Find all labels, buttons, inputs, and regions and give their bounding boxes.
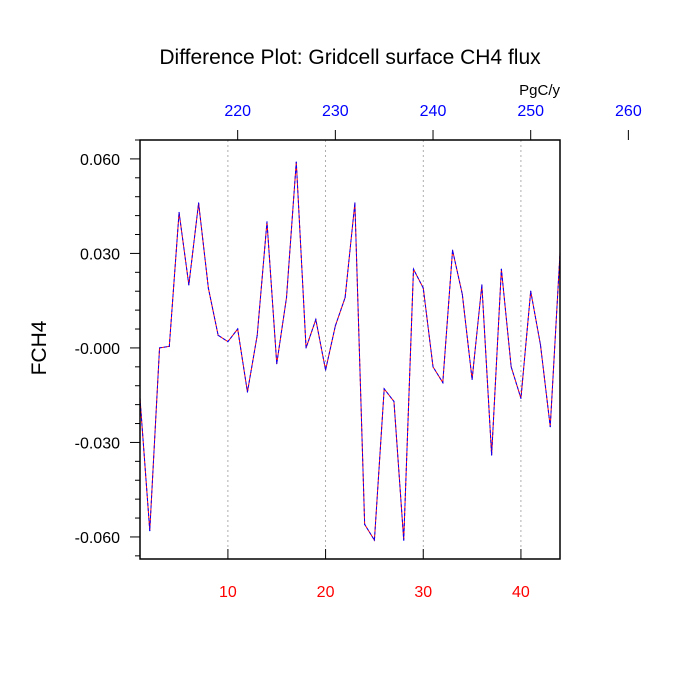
data-point-11 [237,328,239,330]
x-tick-label-10: 10 [219,584,237,601]
top-tick-label-220: 220 [224,103,251,120]
chart-title: Difference Plot: Gridcell surface CH4 fl… [159,46,541,69]
data-point-9 [217,334,219,336]
y-tick-label--0.030: -0.030 [75,435,120,452]
data-point-33 [451,249,454,251]
data-point-8 [207,287,209,289]
data-point-5 [178,211,180,214]
top-tick-label-230: 230 [322,103,349,120]
y-tick-label--0.000: -0.000 [75,341,120,358]
data-point-22 [344,296,346,299]
ticks [130,130,629,559]
data-point-37 [491,454,493,456]
data-point-21 [334,325,336,327]
data-point-15 [276,363,278,365]
data-point-35 [471,378,473,381]
plot-frame [139,139,561,560]
data-point-23 [354,202,356,204]
data-point-39 [510,366,512,368]
data-point-7 [198,202,200,204]
data-point-28 [403,539,405,541]
series-layer [139,161,561,542]
data-point-40 [520,397,522,399]
data-point-18 [305,347,307,349]
y-tick-label--0.060: -0.060 [75,530,120,547]
data-point-27 [393,400,395,403]
data-point-12 [246,391,249,393]
data-point-10 [227,341,229,343]
data-point-43 [549,426,551,428]
top-tick-label-260: 260 [615,103,642,120]
data-point-16 [285,296,288,299]
data-point-25 [373,539,376,541]
data-point-17 [295,161,297,163]
y-axis-label: FCH4 [28,320,51,375]
data-point-20 [324,369,327,371]
data-point-36 [481,284,483,286]
data-point-29 [412,268,415,270]
y-tick-label-0.030: 0.030 [80,246,120,263]
data-point-13 [256,334,258,336]
top-tick-label-250: 250 [517,103,544,120]
series-line-0-b [139,162,561,542]
data-point-31 [432,366,434,368]
data-point-32 [442,381,444,384]
units-label: PgC/y [519,82,560,99]
data-point-26 [383,388,385,390]
data-point-14 [266,221,268,223]
data-point-41 [530,290,532,292]
data-point-42 [539,344,542,346]
data-point-3 [158,347,161,349]
series-line-0-a [139,162,561,542]
grid-lines [227,140,522,559]
axes [139,139,561,560]
data-point-19 [315,318,317,321]
data-point-4 [168,345,170,347]
y-tick-label-0.060: 0.060 [80,152,120,169]
data-point-34 [461,293,463,295]
x-tick-label-20: 20 [317,584,335,601]
x-tick-label-30: 30 [414,584,432,601]
data-point-24 [364,523,366,525]
top-tick-label-240: 240 [420,103,447,120]
data-point-2 [149,530,151,532]
data-point-38 [500,268,502,270]
x-tick-label-40: 40 [512,584,530,601]
data-point-30 [422,287,424,289]
data-point-6 [188,284,190,286]
tick-labels: 10 20 30 40 220 230 240 250 260 -0.060 -0.030 -0.00… [75,103,642,601]
